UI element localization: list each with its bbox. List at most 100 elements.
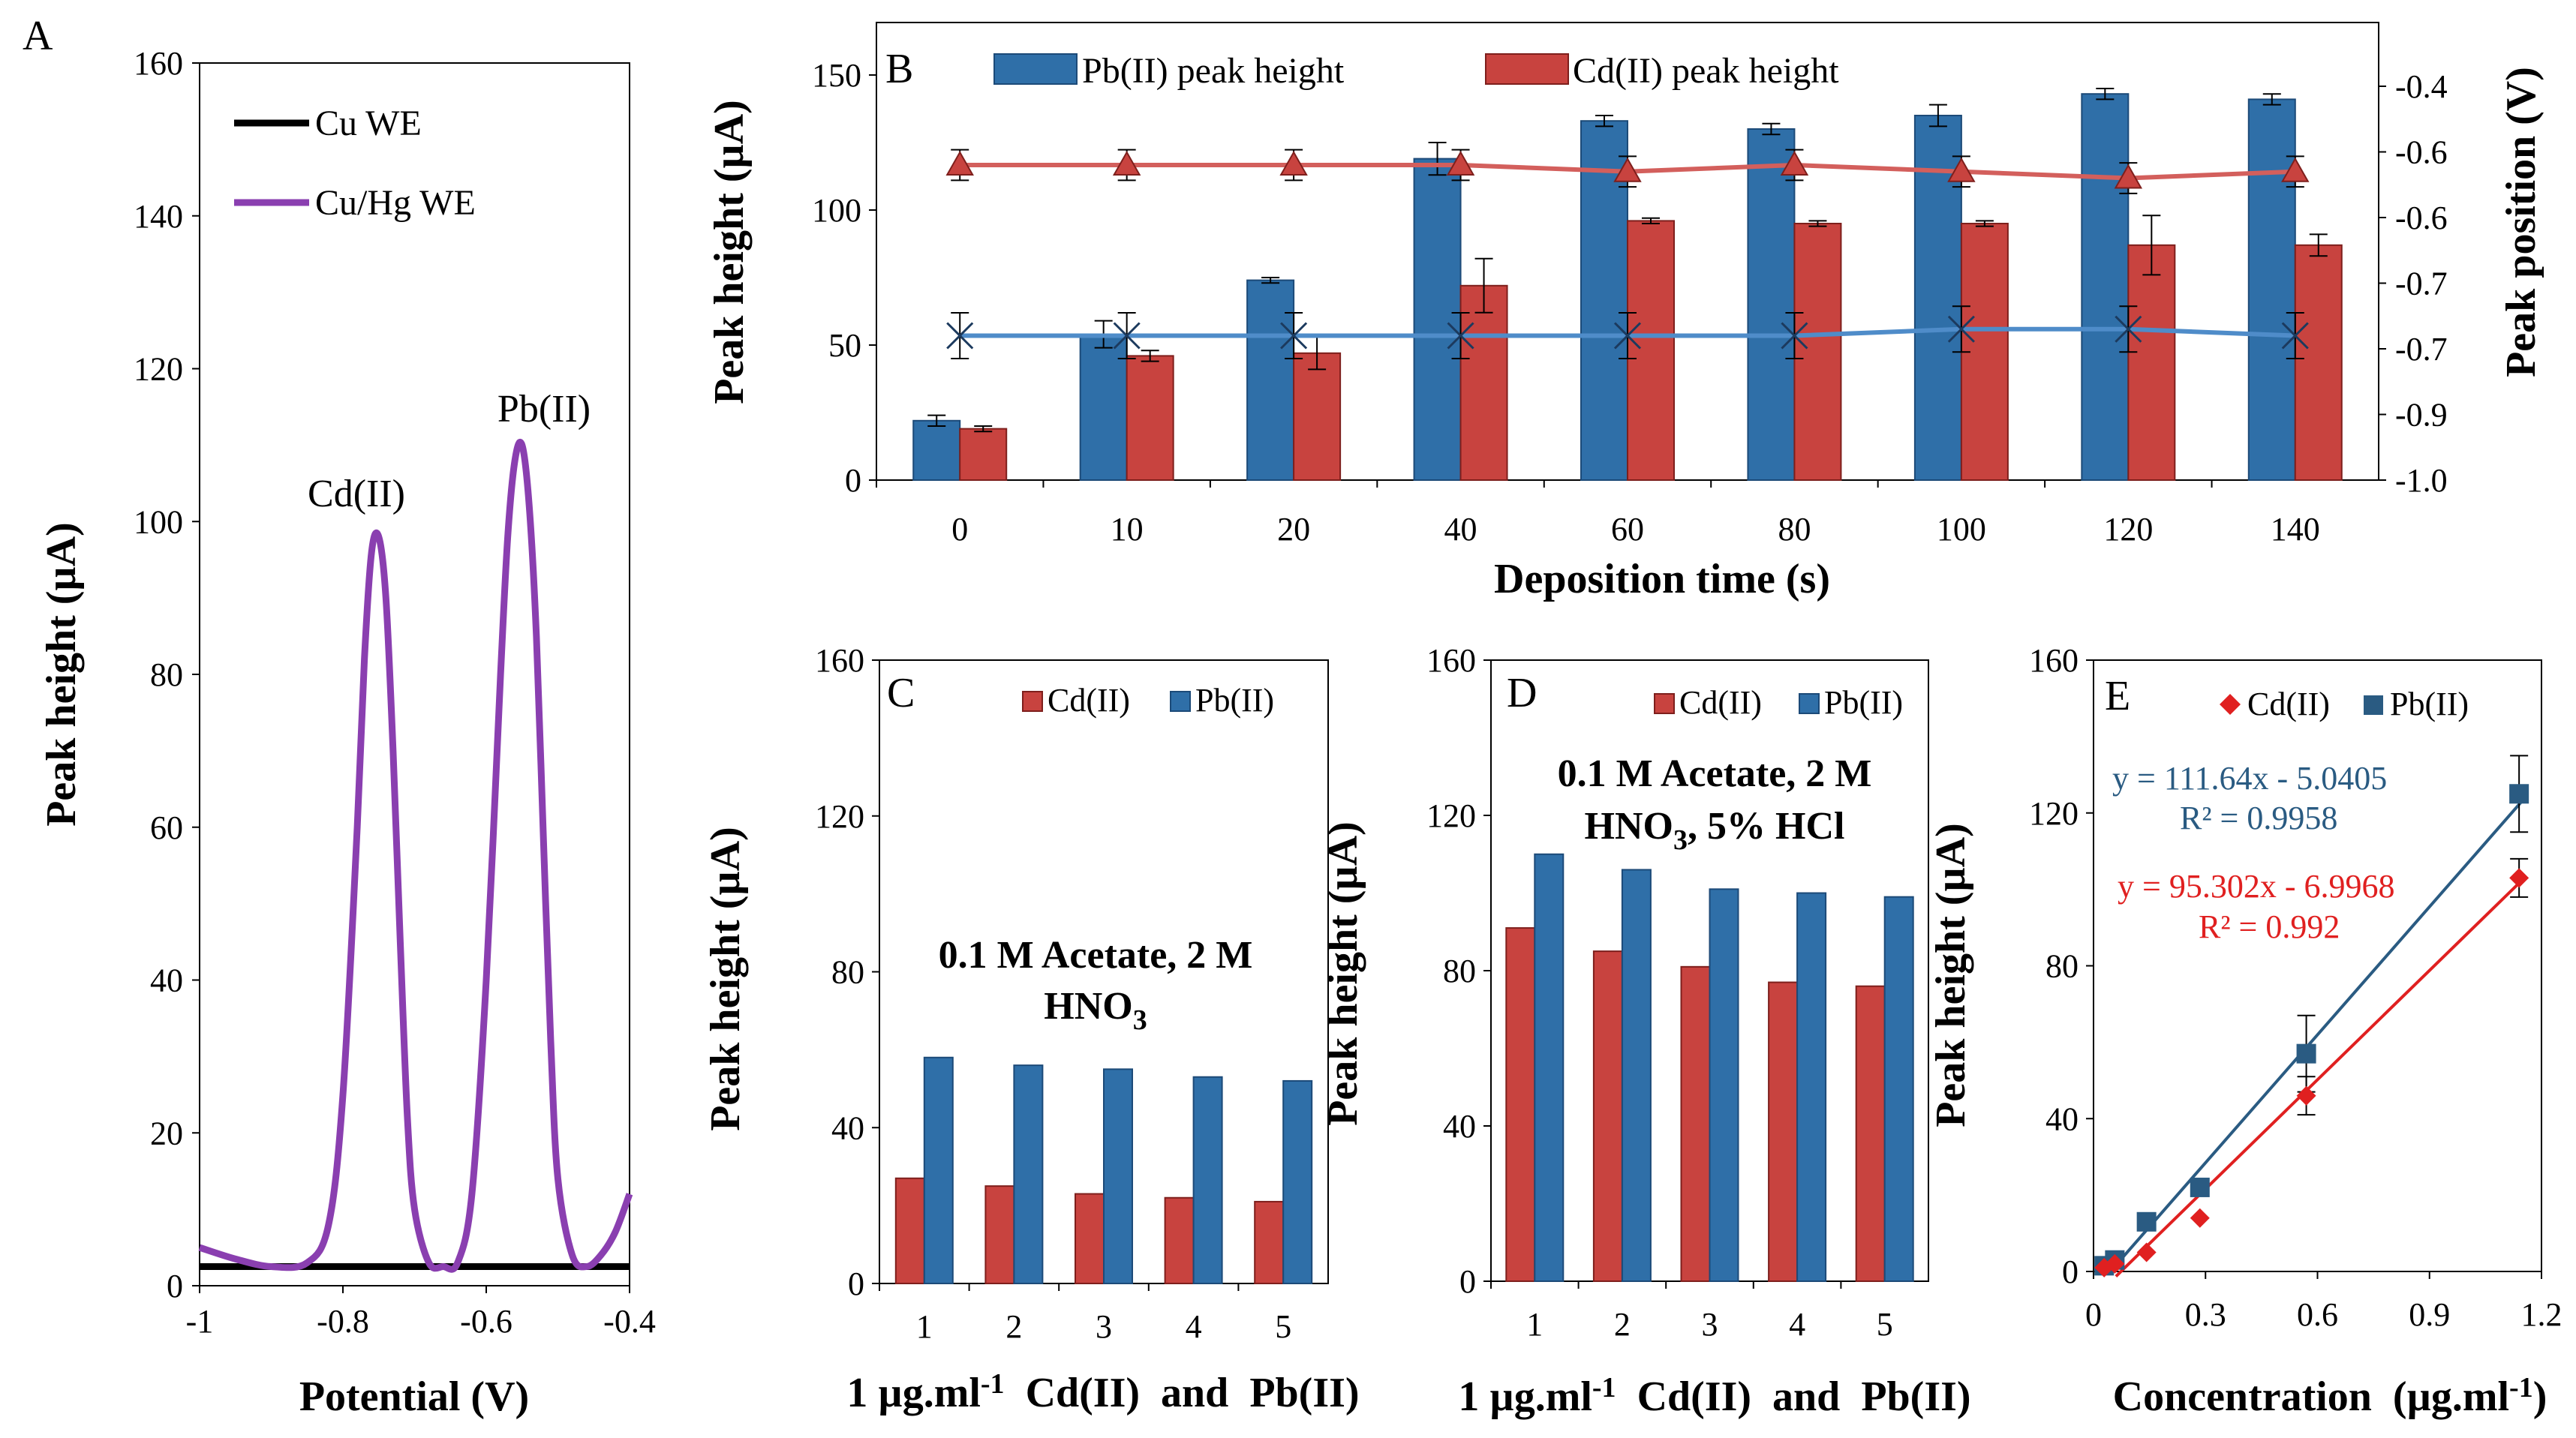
bar-pb xyxy=(912,419,961,481)
y-tick-label: 120 xyxy=(815,798,864,835)
x-tick-label: 0.9 xyxy=(2409,1296,2450,1333)
bar-cd xyxy=(984,1185,1015,1284)
legend-label-pb: Pb(II) xyxy=(1824,684,1903,721)
x-tick-label: 1 xyxy=(916,1308,933,1345)
bar-cd xyxy=(1254,1200,1285,1285)
bar-cd-error xyxy=(2142,215,2161,276)
cd-marker xyxy=(2509,868,2529,888)
x-tick-label: -1 xyxy=(186,1303,214,1340)
y-tick-label: 0 xyxy=(167,1268,183,1304)
equation-pb: y = 111.64x - 5.0405 xyxy=(2112,760,2387,797)
panel-d-annotation-2: HNO3, 5% HCl xyxy=(1585,805,1845,856)
x-tick-label: -0.8 xyxy=(317,1303,369,1340)
bar-pb xyxy=(1621,869,1652,1282)
y-tick-label: 40 xyxy=(150,962,183,999)
peak-label-pb: Pb(II) xyxy=(497,388,591,431)
bar-cd xyxy=(959,428,1008,481)
panel-a-label: A xyxy=(23,13,53,59)
y-tick-label: 40 xyxy=(2045,1100,2079,1137)
bar-cd xyxy=(1592,950,1623,1282)
bar-pb xyxy=(2247,98,2296,481)
cd-marker xyxy=(2190,1208,2210,1228)
x-tick-label: 0.6 xyxy=(2297,1296,2338,1333)
x-tick-label: 80 xyxy=(1778,511,1811,548)
y-tick-label: 100 xyxy=(812,192,861,229)
bar-cd-error xyxy=(1975,220,1994,227)
legend-swatch-cd xyxy=(1654,693,1675,714)
legend-marker-cd xyxy=(2220,694,2241,715)
bar-cd-error xyxy=(2309,233,2328,257)
bar-cd xyxy=(894,1177,925,1285)
bar-pb xyxy=(2081,93,2130,481)
y-tick-label: 60 xyxy=(150,809,183,846)
x-tick-label: 1.2 xyxy=(2521,1296,2562,1333)
legend-label-cu-hg-we: Cu/Hg WE xyxy=(315,183,476,223)
x-tick-label: 3 xyxy=(1702,1306,1718,1343)
bar-pb xyxy=(1192,1076,1223,1284)
bar-cd xyxy=(1459,284,1508,481)
x-tick-label: 0 xyxy=(2085,1296,2102,1333)
panel-c-annotation-2: HNO3 xyxy=(1044,985,1147,1036)
cd-position-marker xyxy=(1446,150,1475,176)
y-tick-label: 150 xyxy=(812,57,861,94)
panel-d: D Peak height (µA) 1 µg.ml-1 Cd(II) and … xyxy=(1320,642,1971,1420)
x-tick-label: 2 xyxy=(1614,1306,1631,1343)
legend-marker-pb xyxy=(2364,695,2383,715)
y-tick-label: 80 xyxy=(150,656,183,693)
legend-label-cd: Cd(II) xyxy=(1048,682,1130,719)
x-tick-label: 120 xyxy=(2103,511,2153,548)
y2-tick-label: -0.4 xyxy=(2395,68,2448,105)
y-tick-label: 80 xyxy=(2045,948,2079,985)
bar-pb-error xyxy=(1762,122,1781,136)
bar-pb xyxy=(1796,892,1827,1282)
legend-swatch-pb xyxy=(1799,693,1820,714)
y-tick-label: 160 xyxy=(134,45,183,82)
bar-cd xyxy=(1680,965,1711,1282)
fit-line-cd xyxy=(2115,878,2524,1277)
x-tick-label: -0.6 xyxy=(460,1303,512,1340)
y2-tick-label: -0.6 xyxy=(2395,200,2448,236)
panel-e: E Peak height (µA) Concentration (µg.ml-… xyxy=(1928,642,2562,1420)
y-tick-label: 80 xyxy=(831,954,864,991)
panel-c-annotation: 0.1 M Acetate, 2 M xyxy=(939,934,1253,977)
bar-pb-error xyxy=(1428,142,1447,176)
bar-cd-error xyxy=(1141,350,1159,362)
y-tick-label: 120 xyxy=(2029,795,2079,832)
cd-position-marker xyxy=(1947,157,1976,182)
bar-pb-error xyxy=(2096,88,2115,101)
cd-position-marker xyxy=(1112,150,1141,176)
legend-label-pb: Pb(II) peak height xyxy=(1082,51,1345,91)
bar-pb-error xyxy=(1595,115,1613,128)
x-tick-label: -0.4 xyxy=(603,1303,656,1340)
cd-position-marker xyxy=(1780,150,1809,176)
legend-swatch-pb xyxy=(993,53,1078,85)
bar-pb-error xyxy=(1261,277,1280,284)
panel-b-y2label: Peak position (V) xyxy=(2498,67,2544,377)
y-tick-label: 120 xyxy=(1426,797,1476,834)
cd-position-marker xyxy=(2114,164,2143,189)
bar-cd xyxy=(1293,352,1342,481)
x-tick-label: 2 xyxy=(1005,1308,1022,1345)
cd-position-marker xyxy=(2281,157,2310,182)
y-tick-label: 100 xyxy=(134,503,183,540)
x-tick-label: 140 xyxy=(2271,511,2320,548)
y-tick-label: 20 xyxy=(150,1115,183,1151)
y2-tick-label: -0.7 xyxy=(2395,266,2448,302)
legend-label-pb: Pb(II) xyxy=(1195,682,1274,719)
panel-c-legend: Cd(II) Pb(II) xyxy=(1022,682,1274,719)
panel-a-plot-frame xyxy=(199,62,630,1286)
y-tick-label: 160 xyxy=(2029,642,2079,679)
x-tick-label: 4 xyxy=(1186,1308,1202,1345)
y-tick-label: 40 xyxy=(1443,1108,1476,1145)
bar-cd xyxy=(1627,220,1675,481)
panel-d-legend: Cd(II) Pb(II) xyxy=(1654,684,1903,721)
bar-pb-error xyxy=(927,414,946,427)
cd-position-marker xyxy=(945,150,974,176)
y-tick-label: 140 xyxy=(134,198,183,235)
bar-cd xyxy=(1505,927,1536,1282)
panel-d-ylabel: Peak height (µA) xyxy=(1320,821,1366,1126)
bar-pb xyxy=(1709,888,1739,1282)
x-tick-label: 60 xyxy=(1611,511,1644,548)
y2-tick-label: -1.0 xyxy=(2395,462,2448,499)
pb-marker xyxy=(2136,1211,2157,1232)
